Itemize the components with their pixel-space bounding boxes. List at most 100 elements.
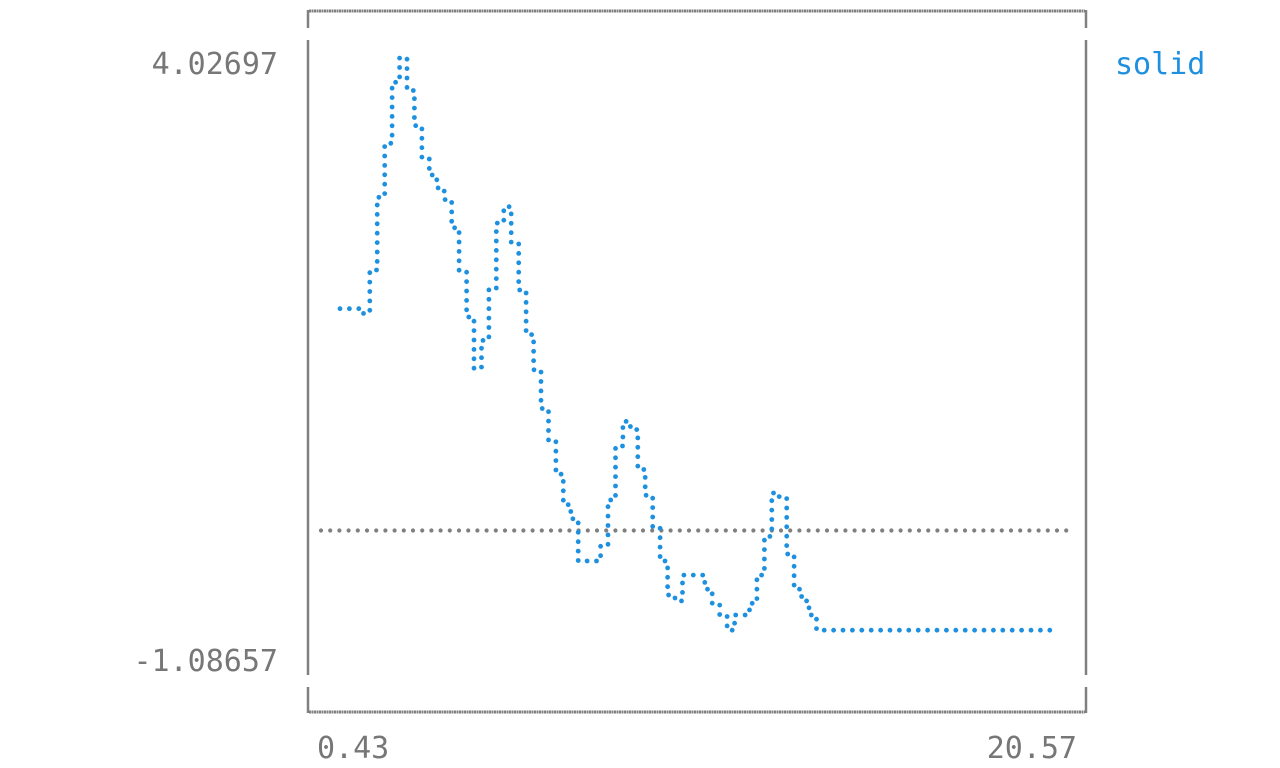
series-point: [388, 140, 394, 146]
x-tick-label-left: 0.43: [317, 731, 389, 766]
series-point: [486, 334, 492, 340]
series-point: [553, 467, 559, 473]
series-point: [367, 298, 373, 304]
series-point: [709, 591, 715, 597]
reference-dot: [355, 528, 360, 533]
reference-dot: [751, 528, 756, 533]
series-point: [413, 123, 419, 129]
series-point: [389, 123, 395, 129]
series-point: [426, 156, 432, 162]
series-point: [464, 298, 469, 303]
reference-dot: [401, 528, 406, 533]
series-point: [840, 627, 846, 633]
series-point: [523, 328, 529, 333]
series-point: [508, 211, 514, 217]
series-point: [508, 239, 514, 245]
series-point: [762, 556, 767, 562]
reference-dot: [585, 528, 590, 533]
series-point: [1019, 627, 1024, 633]
series-point: [464, 307, 469, 313]
series-point: [944, 627, 949, 633]
series-point: [769, 498, 775, 504]
reference-dot: [834, 528, 839, 533]
series-point: [806, 605, 812, 611]
series-point: [732, 620, 737, 626]
reference-dot: [318, 528, 324, 533]
series-point: [553, 439, 559, 445]
series-point: [456, 230, 462, 236]
y-tick-label-bottom: -1.08657: [134, 644, 279, 679]
reference-dot: [907, 528, 912, 533]
series-point: [382, 144, 388, 150]
reference-dot: [346, 528, 351, 533]
reference-dot: [337, 528, 342, 533]
series-point: [613, 493, 618, 498]
reference-dot: [889, 528, 894, 533]
series-point: [850, 627, 855, 633]
reference-dot: [594, 528, 600, 533]
series-point: [531, 348, 536, 354]
reference-dot: [926, 528, 931, 533]
series-point: [925, 627, 930, 633]
reference-dot: [622, 528, 627, 533]
series-point: [517, 287, 523, 293]
series-point: [729, 627, 735, 633]
series-point: [376, 194, 382, 200]
series-point: [784, 543, 790, 548]
reference-dot: [429, 528, 434, 533]
series-point: [466, 314, 472, 320]
reference-dot: [705, 528, 710, 533]
reference-dot: [962, 528, 968, 533]
series-point: [538, 369, 544, 375]
reference-dot: [806, 528, 811, 533]
reference-dot: [392, 528, 397, 533]
series-point: [546, 418, 551, 424]
series-point: [613, 464, 618, 470]
series-point: [389, 95, 395, 100]
series-point: [981, 627, 987, 633]
reference-dot: [916, 528, 922, 533]
reference-dot: [502, 528, 508, 533]
series-point: [666, 592, 671, 598]
series-point: [771, 490, 776, 496]
series-point: [1047, 627, 1053, 633]
legend-entry-solid: solid: [1115, 47, 1205, 82]
reference-dot: [778, 528, 784, 533]
series-point: [479, 364, 484, 370]
series-point: [523, 290, 529, 296]
reference-dot: [843, 528, 848, 533]
series-point: [915, 627, 921, 633]
reference-dot: [677, 528, 682, 533]
series-point: [575, 529, 581, 535]
reference-dot: [558, 528, 563, 533]
reference-dot: [1064, 528, 1069, 533]
reference-dot: [456, 528, 462, 533]
series-point: [642, 475, 648, 480]
series-point: [493, 248, 499, 253]
series-point: [493, 257, 499, 263]
series-point: [769, 517, 775, 522]
series-point: [1009, 627, 1015, 633]
series-point: [742, 612, 748, 618]
x-tick-label-right: 20.57: [987, 731, 1077, 766]
y-tick-label-top: 4.02697: [152, 47, 278, 82]
series-point: [705, 586, 710, 592]
series-point: [680, 590, 685, 595]
series-point: [1038, 627, 1043, 633]
series-point: [613, 474, 618, 479]
series-point: [717, 612, 723, 617]
reference-dot: [953, 528, 958, 533]
series-point: [831, 627, 836, 633]
series-point: [434, 177, 440, 183]
series-point: [374, 259, 380, 264]
series-point: [367, 307, 373, 313]
series-point: [389, 132, 395, 138]
series-point: [665, 565, 670, 571]
series-point: [464, 279, 469, 284]
series-point: [508, 230, 514, 236]
reference-dot: [1027, 528, 1032, 533]
series-point: [382, 153, 388, 159]
series-point: [565, 502, 571, 508]
series-point: [397, 74, 402, 80]
